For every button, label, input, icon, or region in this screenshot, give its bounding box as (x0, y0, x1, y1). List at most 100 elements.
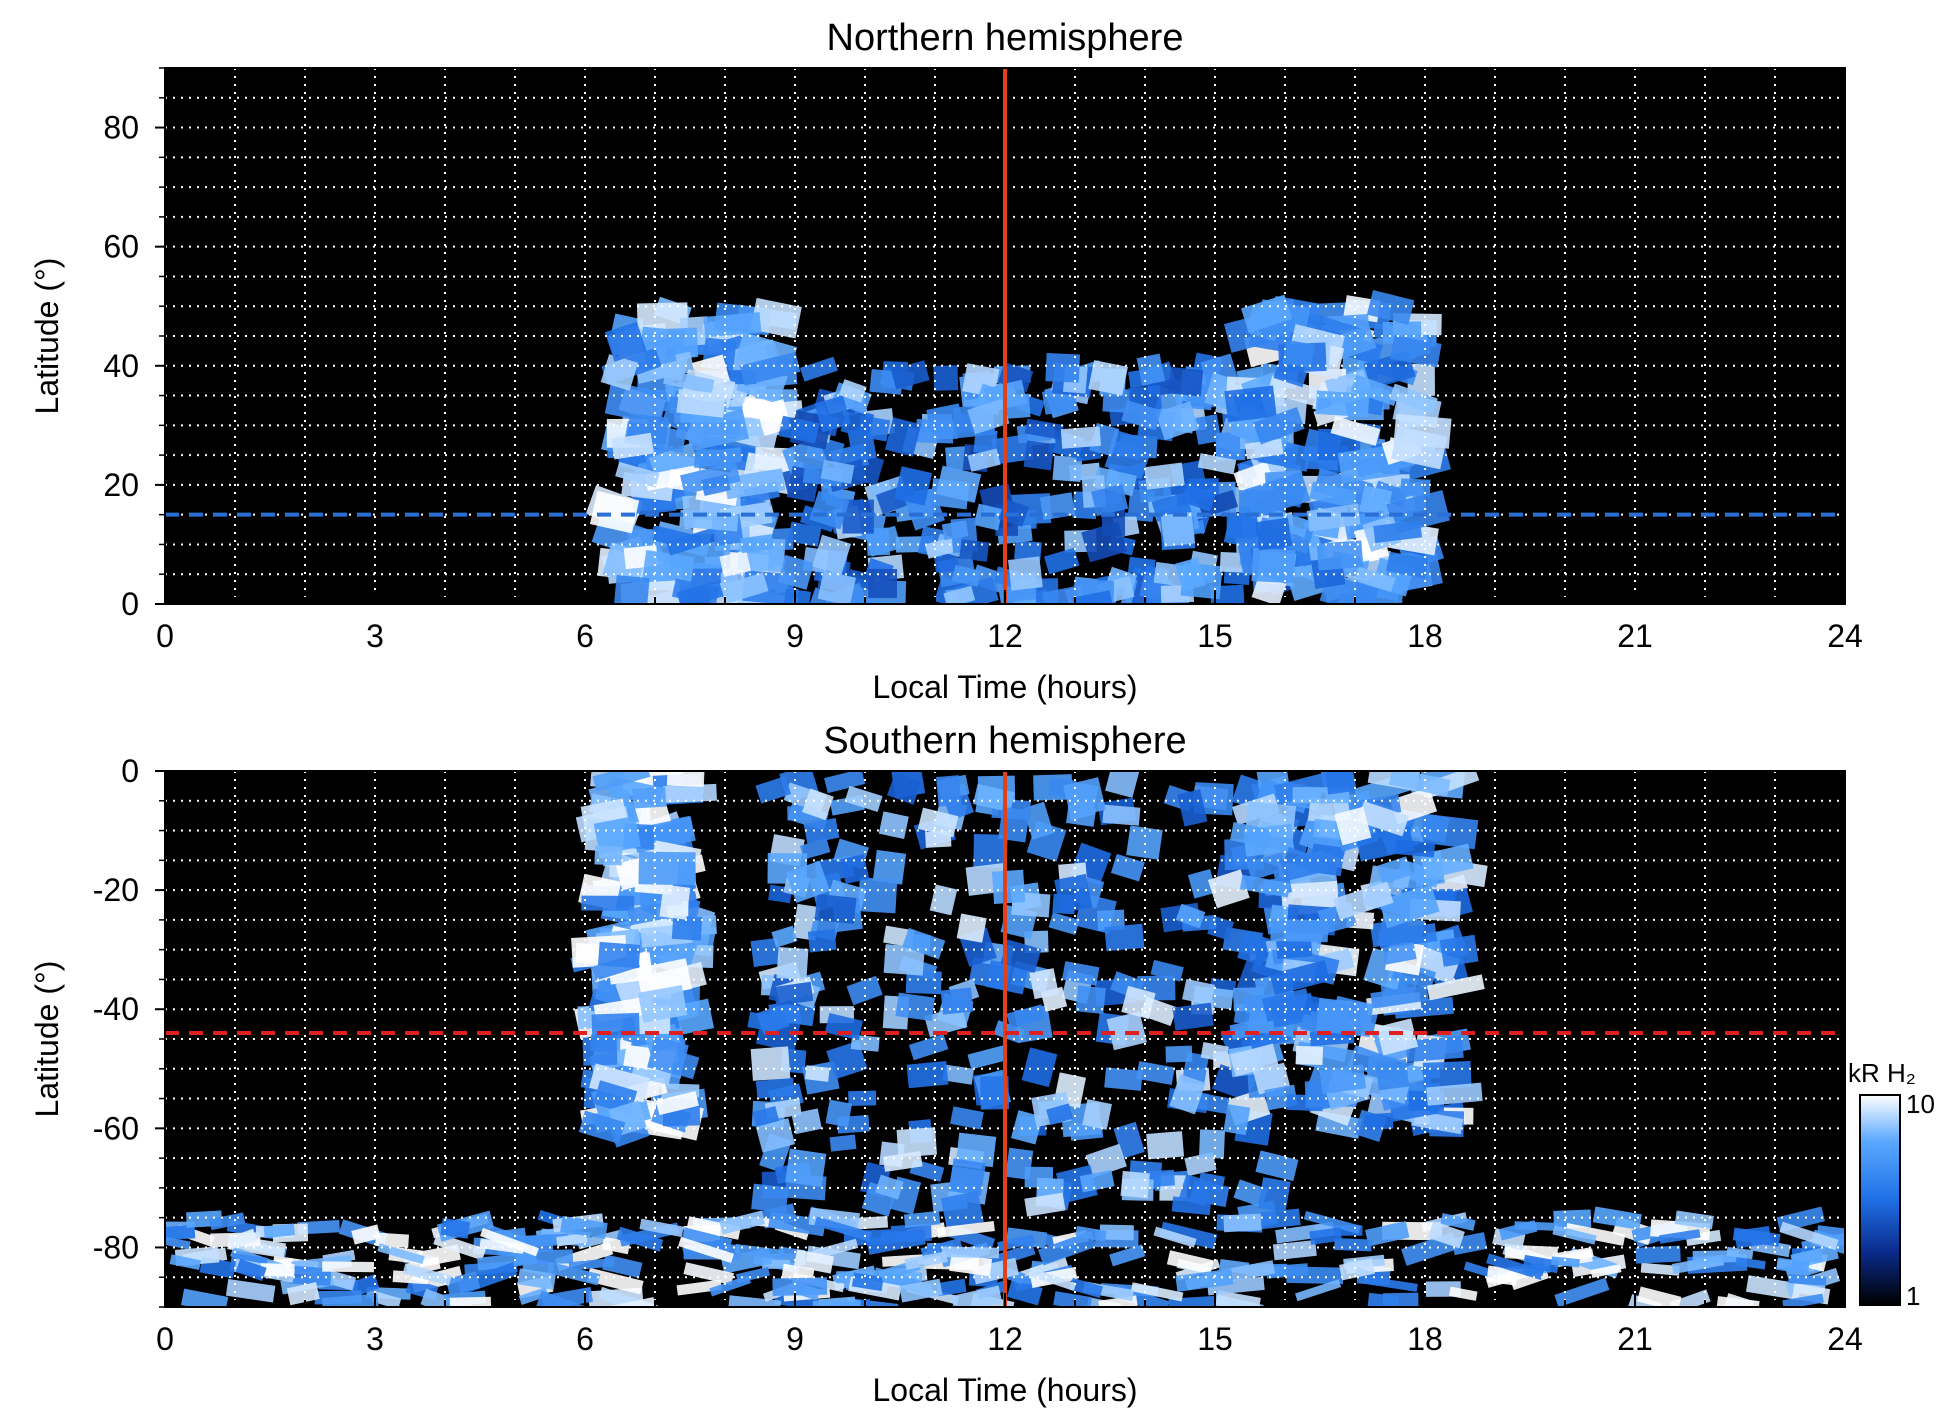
south-x-axis-label: Local Time (hours) (873, 1372, 1138, 1408)
north-emission-cell (1060, 426, 1101, 449)
south-emission-cell (1082, 1099, 1112, 1130)
north-emission-cell (973, 503, 1003, 531)
north-emission-cell (842, 499, 874, 534)
north-emission-cell (1354, 566, 1396, 592)
north-emission-cell (1104, 439, 1151, 480)
south-emission-cell (1223, 1213, 1262, 1233)
north-emission-cell (1197, 453, 1237, 475)
south-emission-cell (1126, 825, 1163, 860)
north-emission-cell (611, 432, 654, 460)
north-emission-cell (634, 351, 695, 384)
south-y-tick-label: -20 (93, 872, 139, 908)
north-emission-cell (740, 534, 774, 554)
north-emission-cell (1088, 360, 1128, 396)
south-emission-cell (1295, 1279, 1342, 1302)
north-emission-cell (884, 417, 922, 457)
south-emission-cell (895, 992, 936, 1022)
north-emission-cell (1366, 290, 1415, 325)
south-emission-cell (417, 1244, 461, 1268)
south-emission-cell (582, 1036, 618, 1066)
north-reference-lines (165, 68, 1845, 604)
south-y-axis-label: Latitude (°) (29, 961, 65, 1118)
north-emission-cell (1081, 521, 1128, 563)
south-emission-cell (825, 1099, 853, 1128)
south-emission-cell (785, 860, 831, 903)
north-emission-cell (973, 429, 998, 455)
south-emission-cell (734, 1244, 785, 1260)
south-emission-cell (1369, 918, 1411, 948)
north-y-tick-label: 0 (121, 586, 139, 622)
south-emission-cell (678, 1236, 735, 1264)
south-emission-cell (518, 1287, 549, 1306)
north-emission-cell (644, 464, 702, 491)
north-emission-cell (1127, 556, 1156, 576)
south-y-tick-label: -60 (93, 1110, 139, 1146)
north-emission-cell (1023, 440, 1055, 471)
south-emission-cell (1153, 1226, 1197, 1248)
south-emission-cell (1486, 1253, 1545, 1281)
south-emission-cell (1104, 923, 1145, 952)
south-emission-cell (616, 1226, 664, 1252)
south-emission-cell (948, 1158, 986, 1196)
south-emission-cell (593, 815, 641, 855)
north-emission-cell (1313, 468, 1375, 507)
north-emission-cell (604, 381, 667, 425)
south-emission-cell (639, 1218, 684, 1238)
north-emission-cell (1044, 547, 1080, 575)
south-emission-cell (1367, 1292, 1399, 1307)
south-emission-cell (260, 1263, 295, 1277)
north-emission-cell (866, 527, 890, 556)
north-emission-cell (1091, 484, 1129, 517)
south-emission-cell (908, 1033, 949, 1061)
north-emission-cell (890, 360, 930, 390)
south-emission-cell (1745, 1275, 1801, 1301)
south-emission-cell (647, 1036, 689, 1077)
south-emission-cell (1486, 1265, 1518, 1286)
south-emission-cell (1110, 853, 1145, 882)
south-emission-cell (546, 1261, 601, 1286)
south-emission-cell (846, 975, 883, 1006)
north-emission-cell (676, 389, 726, 418)
south-emission-cell (1000, 939, 1042, 973)
south-emission-cell (165, 1224, 196, 1242)
south-emission-cell (755, 776, 792, 804)
south-emission-cell (1782, 1293, 1824, 1307)
south-emission-cell (793, 1249, 835, 1274)
south-emission-cell (751, 1183, 789, 1213)
south-emission-cell (1426, 1082, 1483, 1106)
north-emission-cell (719, 550, 751, 577)
south-emission-cell (906, 1061, 949, 1089)
south-emission-cell (920, 1237, 963, 1260)
south-emission-cell (940, 987, 974, 1015)
south-emission-cell (1362, 1275, 1418, 1292)
south-emission-cell (377, 1243, 425, 1265)
south-emission-cell (1439, 934, 1479, 967)
south-emission-cell (1104, 1067, 1143, 1091)
south-x-tick-label: 3 (366, 1321, 384, 1357)
south-emission-cell (1640, 1262, 1680, 1276)
south-emission-cell (321, 1293, 379, 1307)
south-emission-cell (1140, 996, 1178, 1026)
south-emission-cell (1222, 1260, 1276, 1283)
north-emission-cell (1330, 416, 1381, 446)
south-emission-cell (1315, 997, 1374, 1037)
south-axes: 0 3 6 9 12 15 18 21 24 0 -20 -40 -60 -80 (93, 753, 1863, 1357)
south-emission-cell (1130, 1282, 1184, 1302)
north-emission-cell (799, 356, 838, 382)
south-emission-cell (709, 1275, 752, 1297)
south-emission-cell (812, 1300, 861, 1307)
south-emission-cell (1256, 1208, 1301, 1230)
south-emission-cell (756, 1004, 790, 1036)
north-emission-cell (1052, 455, 1083, 482)
south-emission-cell (917, 807, 959, 838)
south-emission-cell (375, 1232, 410, 1248)
south-emission-cell (556, 1232, 588, 1247)
north-emission-cell (604, 321, 647, 362)
south-emission-cell (824, 1013, 863, 1041)
north-emission-cell (941, 520, 969, 541)
south-emission-cell (755, 1118, 796, 1153)
south-emission-cell (1779, 1221, 1839, 1251)
south-emission-cell (1286, 1266, 1344, 1285)
north-x-tick-label: 15 (1197, 618, 1233, 654)
south-emission-cell (811, 1238, 859, 1260)
